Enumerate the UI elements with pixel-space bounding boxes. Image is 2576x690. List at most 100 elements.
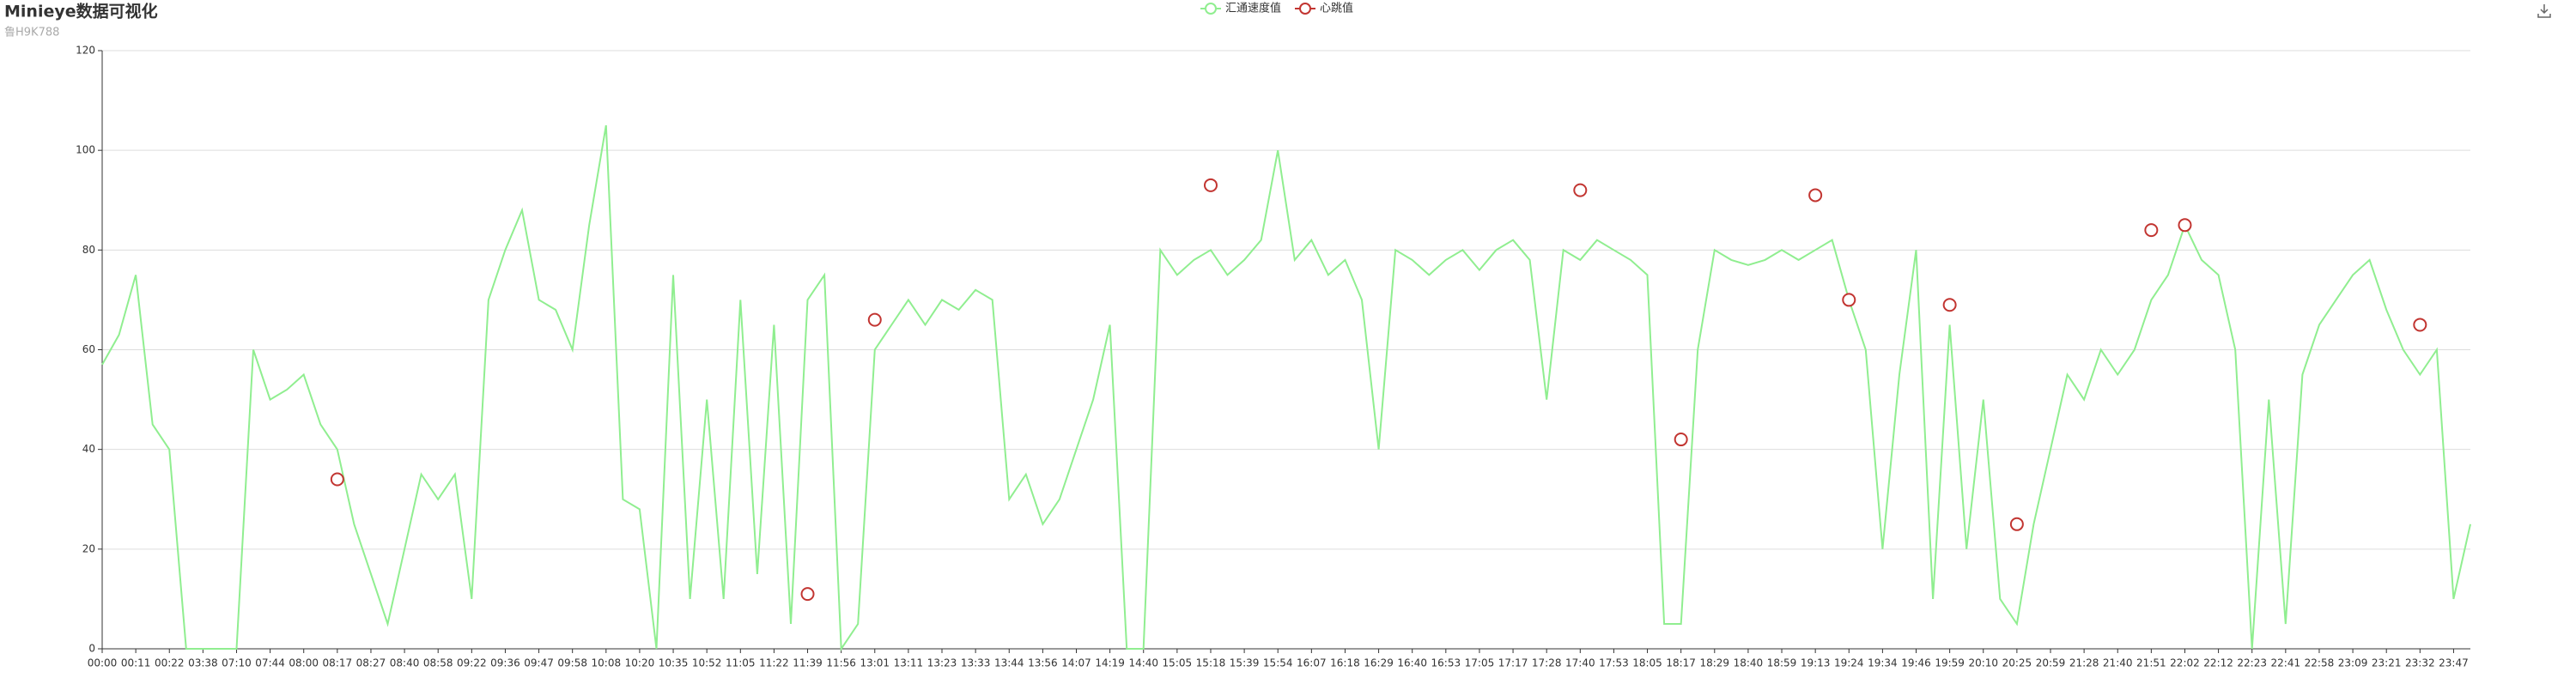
point	[1203, 178, 1218, 192]
x-tick-label: 03:38	[188, 657, 218, 669]
x-tick-label: 19:34	[1868, 657, 1898, 669]
x-tick-label: 22:23	[2237, 657, 2267, 669]
x-tick-label: 14:07	[1061, 657, 1091, 669]
x-tick-label: 07:44	[255, 657, 285, 669]
download-button[interactable]	[2537, 4, 2551, 18]
y-tick-label: 20	[82, 542, 95, 554]
x-tick-label: 19:24	[1834, 657, 1864, 669]
x-tick-label: 09:36	[490, 657, 520, 669]
legend: 汇通速度值 心跳值	[1200, 2, 1353, 15]
x-tick-label: 18:05	[1632, 657, 1662, 669]
x-tick-label: 00:22	[155, 657, 185, 669]
point	[2144, 223, 2159, 238]
x-tick-label: 19:59	[1935, 657, 1965, 669]
y-tick-label: 80	[82, 244, 95, 256]
legend-label: 汇通速度值	[1225, 2, 1281, 15]
x-tick-label: 11:56	[826, 657, 856, 669]
x-tick-label: 19:46	[1901, 657, 1931, 669]
x-tick-label: 23:21	[2372, 657, 2402, 669]
x-tick-label: 18:59	[1767, 657, 1797, 669]
x-tick-label: 09:58	[557, 657, 587, 669]
point	[1942, 298, 1957, 312]
x-tick-label: 22:12	[2203, 657, 2233, 669]
x-tick-label: 23:09	[2338, 657, 2368, 669]
point	[2413, 318, 2427, 332]
x-tick-label: 22:02	[2170, 657, 2200, 669]
x-tick-label: 17:53	[1599, 657, 1629, 669]
x-tick-label: 10:52	[692, 657, 722, 669]
x-tick-label: 20:25	[2002, 657, 2032, 669]
x-tick-label: 14:19	[1095, 657, 1125, 669]
point	[1842, 293, 1856, 307]
x-tick-label: 13:44	[994, 657, 1024, 669]
x-tick-label: 10:08	[592, 657, 622, 669]
x-tick-label: 10:35	[659, 657, 689, 669]
y-tick-label: 100	[76, 144, 95, 156]
x-tick-label: 16:40	[1397, 657, 1427, 669]
y-tick-label: 120	[76, 45, 95, 57]
x-tick-label: 00:11	[121, 657, 151, 669]
x-tick-label: 15:39	[1230, 657, 1260, 669]
x-tick-label: 20:59	[2036, 657, 2066, 669]
download-icon	[2537, 4, 2551, 18]
x-tick-label: 09:47	[524, 657, 554, 669]
x-tick-label: 20:10	[1968, 657, 1998, 669]
x-tick-label: 11:22	[759, 657, 789, 669]
x-tick-label: 11:05	[726, 657, 756, 669]
x-tick-label: 08:27	[356, 657, 386, 669]
x-tick-label: 08:40	[390, 657, 420, 669]
x-tick-label: 16:07	[1297, 657, 1327, 669]
legend-label: 心跳值	[1320, 2, 1353, 15]
x-tick-label: 13:01	[860, 657, 890, 669]
y-tick-label: 40	[82, 443, 95, 455]
x-tick-label: 16:18	[1330, 657, 1360, 669]
x-tick-label: 23:32	[2405, 657, 2435, 669]
x-tick-label: 11:39	[793, 657, 823, 669]
point	[2009, 517, 2024, 531]
x-tick-label: 21:40	[2103, 657, 2133, 669]
y-tick-label: 60	[82, 343, 95, 355]
point	[800, 587, 815, 602]
x-tick-label: 09:22	[457, 657, 487, 669]
point	[330, 472, 344, 487]
x-tick-label: 07:10	[222, 657, 252, 669]
point	[867, 312, 882, 327]
point	[2178, 218, 2192, 233]
x-tick-label: 00:00	[88, 657, 118, 669]
x-tick-label: 18:17	[1666, 657, 1696, 669]
y-tick-label: 0	[88, 643, 95, 655]
x-tick-label: 13:56	[1028, 657, 1058, 669]
chart-subtitle: 鲁H9K788	[4, 27, 59, 39]
x-tick-label: 16:29	[1364, 657, 1394, 669]
x-tick-label: 15:18	[1196, 657, 1226, 669]
x-tick-label: 19:13	[1801, 657, 1831, 669]
x-tick-label: 13:23	[927, 657, 957, 669]
x-tick-label: 22:58	[2305, 657, 2335, 669]
x-tick-label: 15:54	[1263, 657, 1293, 669]
x-tick-label: 22:41	[2271, 657, 2301, 669]
x-tick-label: 18:40	[1734, 657, 1764, 669]
series-line	[101, 124, 2471, 652]
x-tick-label: 17:40	[1565, 657, 1595, 669]
x-tick-label: 21:28	[2069, 657, 2099, 669]
chart-title: Minieye数据可视化	[4, 2, 158, 21]
x-tick-label: 23:47	[2439, 657, 2469, 669]
x-tick-label: 13:33	[961, 657, 991, 669]
x-tick-label: 13:11	[894, 657, 924, 669]
x-tick-label: 21:51	[2136, 657, 2166, 669]
x-tick-label: 10:20	[625, 657, 655, 669]
x-tick-label: 16:53	[1431, 657, 1461, 669]
x-tick-label: 08:58	[423, 657, 453, 669]
x-tick-label: 17:17	[1498, 657, 1528, 669]
x-tick-label: 08:17	[323, 657, 353, 669]
point	[1674, 433, 1688, 447]
point	[1573, 183, 1588, 197]
x-tick-label: 08:00	[289, 657, 319, 669]
point	[1808, 188, 1823, 203]
x-tick-label: 17:28	[1532, 657, 1562, 669]
x-tick-label: 15:05	[1163, 657, 1193, 669]
x-tick-label: 17:05	[1465, 657, 1495, 669]
legend-symbol	[1205, 3, 1217, 15]
